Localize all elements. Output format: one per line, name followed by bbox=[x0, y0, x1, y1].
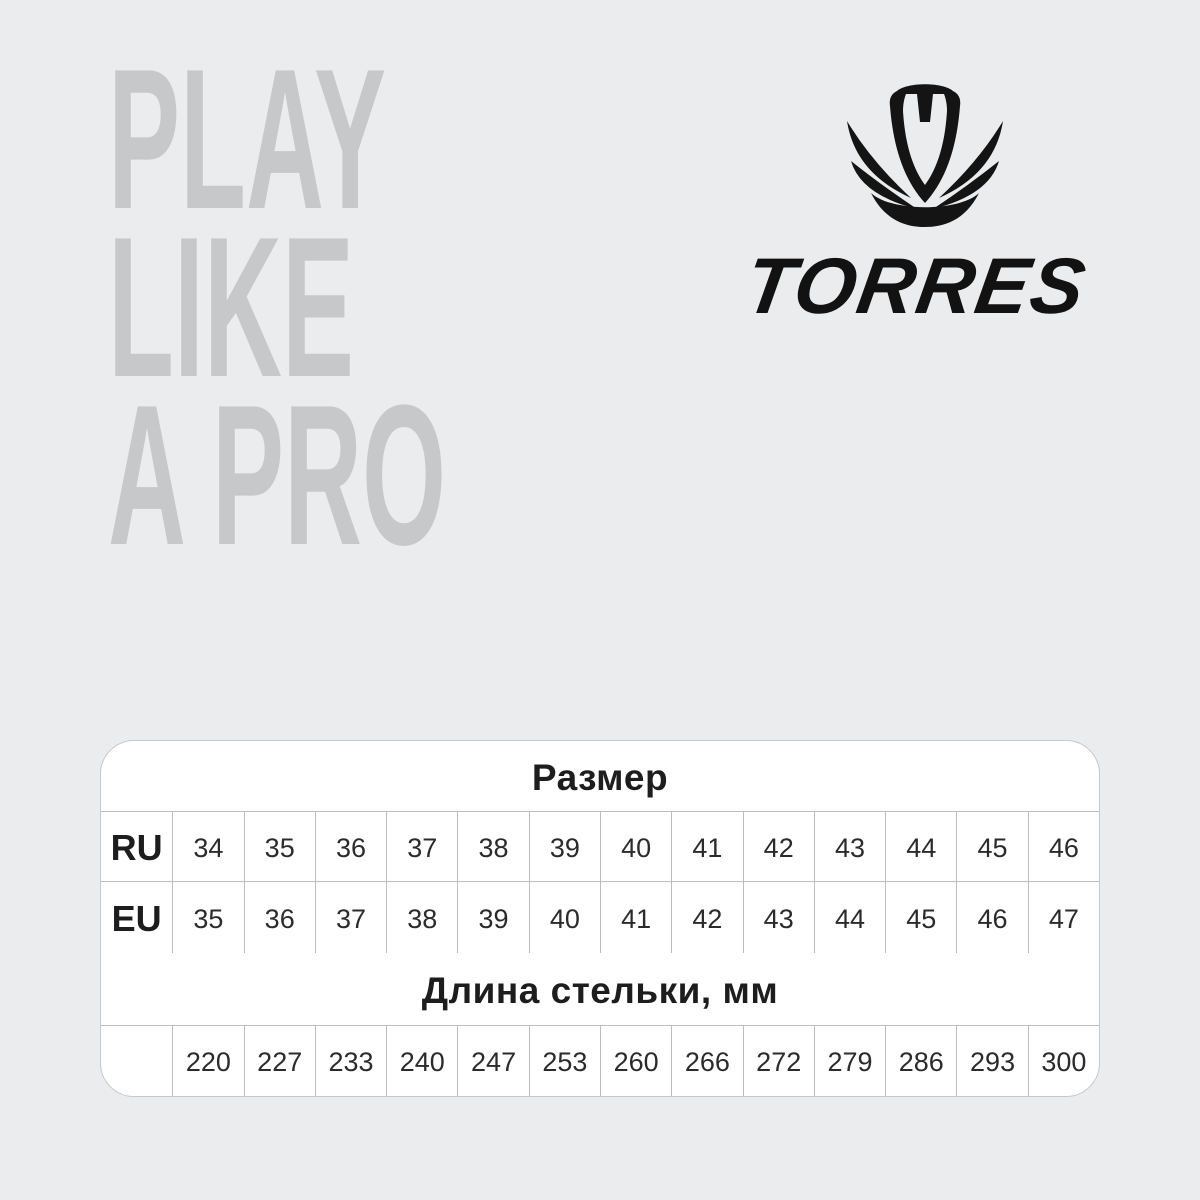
insole-length-cell: 253 bbox=[528, 1026, 600, 1096]
table-row-ru: RU 34 35 36 37 38 39 40 41 42 43 44 45 4… bbox=[101, 811, 1099, 881]
eu-size-cell: 36 bbox=[243, 882, 315, 953]
eu-size-cell: 40 bbox=[528, 882, 600, 953]
size-table: Размер RU 34 35 36 37 38 39 40 41 42 43 … bbox=[100, 740, 1100, 1097]
ru-size-cell: 45 bbox=[956, 812, 1027, 881]
torres-crest-icon bbox=[847, 84, 1003, 227]
row-label-eu: EU bbox=[111, 898, 162, 939]
watermark-line-1: PLAY bbox=[108, 28, 387, 251]
insole-length-cell: 260 bbox=[599, 1026, 671, 1096]
eu-size-cell: 46 bbox=[956, 882, 1027, 953]
ru-size-cell: 44 bbox=[885, 812, 956, 881]
ru-size-cell: 39 bbox=[528, 812, 600, 881]
watermark-line-3: A PRO bbox=[108, 364, 447, 587]
ru-size-cell: 34 bbox=[172, 812, 243, 881]
insole-length-cell: 286 bbox=[885, 1026, 956, 1096]
table-row-eu: EU 35 36 37 38 39 40 41 42 43 44 45 46 4… bbox=[101, 881, 1099, 953]
insole-length-cell: 266 bbox=[671, 1026, 742, 1096]
ru-size-cell: 35 bbox=[243, 812, 315, 881]
eu-size-cell: 43 bbox=[742, 882, 814, 953]
insole-length-cell: 300 bbox=[1027, 1026, 1099, 1096]
ru-size-cell: 43 bbox=[813, 812, 885, 881]
insole-length-cell: 233 bbox=[314, 1026, 386, 1096]
eu-size-cell: 35 bbox=[172, 882, 243, 953]
brand-wordmark: TORRES bbox=[739, 241, 1094, 330]
ru-size-cell: 36 bbox=[314, 812, 386, 881]
eu-size-cell: 39 bbox=[457, 882, 528, 953]
watermark-line-2: LIKE bbox=[108, 196, 355, 419]
eu-size-cell: 38 bbox=[386, 882, 457, 953]
ru-size-cell: 42 bbox=[742, 812, 814, 881]
row-label-empty bbox=[101, 1026, 172, 1096]
watermark-slogan: PLAY LIKE A PRO bbox=[108, 28, 447, 587]
ru-size-cell: 40 bbox=[599, 812, 671, 881]
eu-size-cell: 44 bbox=[813, 882, 885, 953]
ru-size-cell: 41 bbox=[671, 812, 742, 881]
row-label-ru: RU bbox=[110, 827, 163, 868]
ru-size-cell: 37 bbox=[386, 812, 457, 881]
insole-length-cell: 240 bbox=[386, 1026, 457, 1096]
eu-size-cell: 47 bbox=[1027, 882, 1099, 953]
eu-size-cell: 41 bbox=[599, 882, 671, 953]
insole-length-cell: 279 bbox=[813, 1026, 885, 1096]
insole-length-cell: 220 bbox=[172, 1026, 243, 1096]
table-row-insole-length: 220 227 233 240 247 253 260 266 272 279 … bbox=[101, 1025, 1099, 1096]
eu-size-cell: 42 bbox=[671, 882, 742, 953]
insole-length-cell: 247 bbox=[457, 1026, 528, 1096]
insole-length-cell: 272 bbox=[742, 1026, 814, 1096]
insole-length-cell: 227 bbox=[243, 1026, 315, 1096]
eu-size-cell: 45 bbox=[885, 882, 956, 953]
table-header-size: Размер bbox=[531, 757, 669, 798]
table-header-insole-length: Длина стельки, мм bbox=[421, 970, 779, 1011]
eu-size-cell: 37 bbox=[314, 882, 386, 953]
insole-length-cell: 293 bbox=[956, 1026, 1027, 1096]
ru-size-cell: 38 bbox=[457, 812, 528, 881]
ru-size-cell: 46 bbox=[1027, 812, 1099, 881]
